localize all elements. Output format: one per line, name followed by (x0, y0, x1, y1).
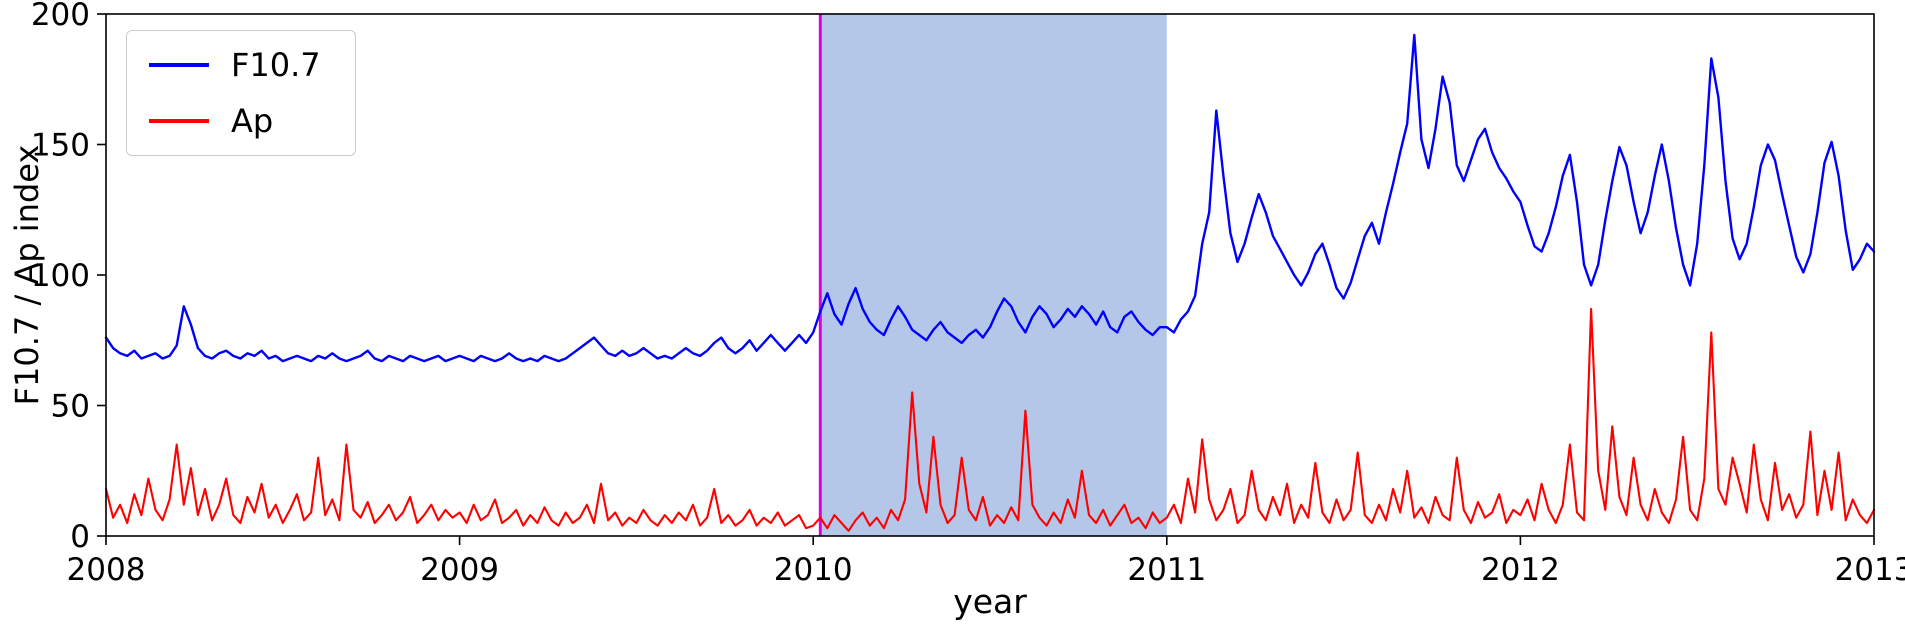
y-tick-label: 150 (31, 128, 90, 164)
y-tick-label: 200 (31, 0, 90, 33)
x-tick-label: 2012 (1481, 552, 1560, 588)
x-tick-label: 2013 (1835, 552, 1905, 588)
y-tick-label: 50 (51, 389, 90, 425)
ap-line-swatch (149, 119, 209, 123)
x-tick-label: 2008 (67, 552, 146, 588)
x-axis-label: year (953, 582, 1027, 621)
y-tick-label: 0 (70, 519, 90, 555)
f107-line-swatch (149, 63, 209, 67)
series-line-f107 (104, 33, 1876, 363)
legend-label-f107: F10.7 (231, 46, 321, 84)
series-line-ap (104, 307, 1876, 532)
legend-label-ap: Ap (231, 102, 274, 140)
y-tick-label: 100 (31, 258, 90, 294)
legend-item-ap: Ap (149, 105, 321, 137)
y-axis-label: F10.7 / Ap index (8, 144, 46, 406)
x-tick-label: 2011 (1127, 552, 1206, 588)
x-tick-label: 2009 (420, 552, 499, 588)
shaded-region (820, 14, 1167, 536)
legend: F10.7 Ap (126, 30, 356, 156)
legend-item-f107: F10.7 (149, 49, 321, 81)
x-tick-label: 2010 (774, 552, 853, 588)
